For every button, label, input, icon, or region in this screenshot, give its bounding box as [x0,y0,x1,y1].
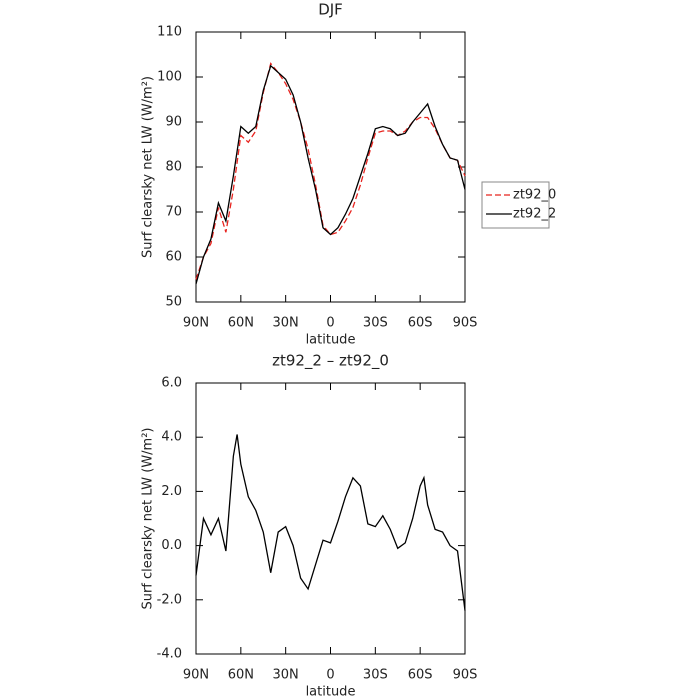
y-tick-label: 80 [165,160,182,175]
data-line [195,434,466,611]
legend-box [481,181,550,229]
y-tick-label: 70 [165,205,182,220]
x-tick-label: 90N [183,668,209,683]
data-line [195,62,466,280]
y-tick-label: 90 [165,115,182,130]
y-tick-label: 60 [165,250,182,265]
legend-label: zt92_2 [513,207,556,222]
x-tick-label: 60N [228,316,254,331]
x-tick-label: 30N [273,316,299,331]
x-tick-label: 90N [183,316,209,331]
chart-title: DJF [318,1,343,19]
legend-label: zt92_0 [513,188,556,203]
y-axis-label: Surf clearsky net LW (W/m²) [141,427,156,609]
y-tick-label: 0.0 [161,538,182,553]
y-tick-label: 6.0 [161,376,182,391]
y-axis-label: Surf clearsky net LW (W/m²) [141,76,156,258]
y-tick-label: 110 [157,25,182,40]
x-tick-label: 90S [453,668,478,683]
x-axis-label: latitude [306,685,356,700]
data-line [195,64,466,285]
x-tick-label: 0 [326,316,334,331]
x-tick-label: 30S [363,316,388,331]
y-tick-label: -4.0 [157,647,182,662]
x-tick-label: 0 [326,668,334,683]
x-tick-label: 60S [408,316,433,331]
chart-title: zt92_2 – zt92_0 [272,352,389,371]
y-tick-label: 50 [165,295,182,310]
plot-frame [195,382,466,655]
x-tick-label: 60N [228,668,254,683]
y-tick-label: 2.0 [161,484,182,499]
x-tick-label: 90S [453,316,478,331]
x-tick-label: 30S [363,668,388,683]
y-tick-label: 100 [157,70,182,85]
y-tick-label: -2.0 [157,592,182,607]
x-axis-label: latitude [306,333,356,348]
x-tick-label: 60S [408,668,433,683]
x-tick-label: 30N [273,668,299,683]
y-tick-label: 4.0 [161,430,182,445]
